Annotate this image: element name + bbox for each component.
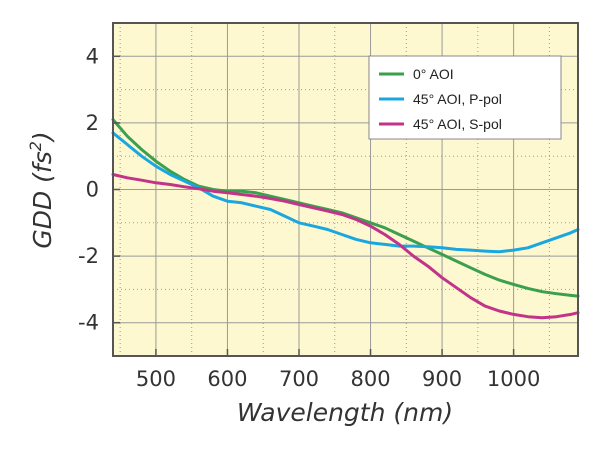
axis-ticks: 500 600 700 800 900 1000 4 2 0 -2 -4 bbox=[78, 44, 540, 391]
y-tick-label: 4 bbox=[86, 44, 99, 68]
x-tick-label: 800 bbox=[350, 367, 390, 391]
y-axis-title-superscript: 2 bbox=[26, 141, 45, 151]
y-axis-title: GDD (fs2) bbox=[26, 131, 57, 248]
x-tick-label: 900 bbox=[422, 367, 462, 391]
legend-label-2: 45° AOI, P-pol bbox=[413, 91, 502, 107]
x-tick-label: 500 bbox=[136, 367, 176, 391]
series-line-2 bbox=[111, 131, 580, 254]
y-tick-label: -2 bbox=[78, 244, 99, 268]
y-tick-label: 0 bbox=[86, 178, 99, 202]
x-tick-label: 600 bbox=[207, 367, 247, 391]
x-axis-title: Wavelength (nm) bbox=[237, 398, 453, 427]
y-tick-label: 2 bbox=[86, 111, 99, 135]
data-series bbox=[111, 118, 580, 320]
legend-label-1: 0° AOI bbox=[413, 66, 454, 82]
legend: 0° AOI 45° AOI, P-pol 45° AOI, S-pol bbox=[368, 55, 562, 140]
x-tick-label: 700 bbox=[279, 367, 319, 391]
legend-label-3: 45° AOI, S-pol bbox=[413, 116, 502, 132]
series-line-3 bbox=[111, 173, 580, 320]
y-tick-label: -4 bbox=[78, 311, 99, 335]
x-tick-label: 1000 bbox=[487, 367, 540, 391]
